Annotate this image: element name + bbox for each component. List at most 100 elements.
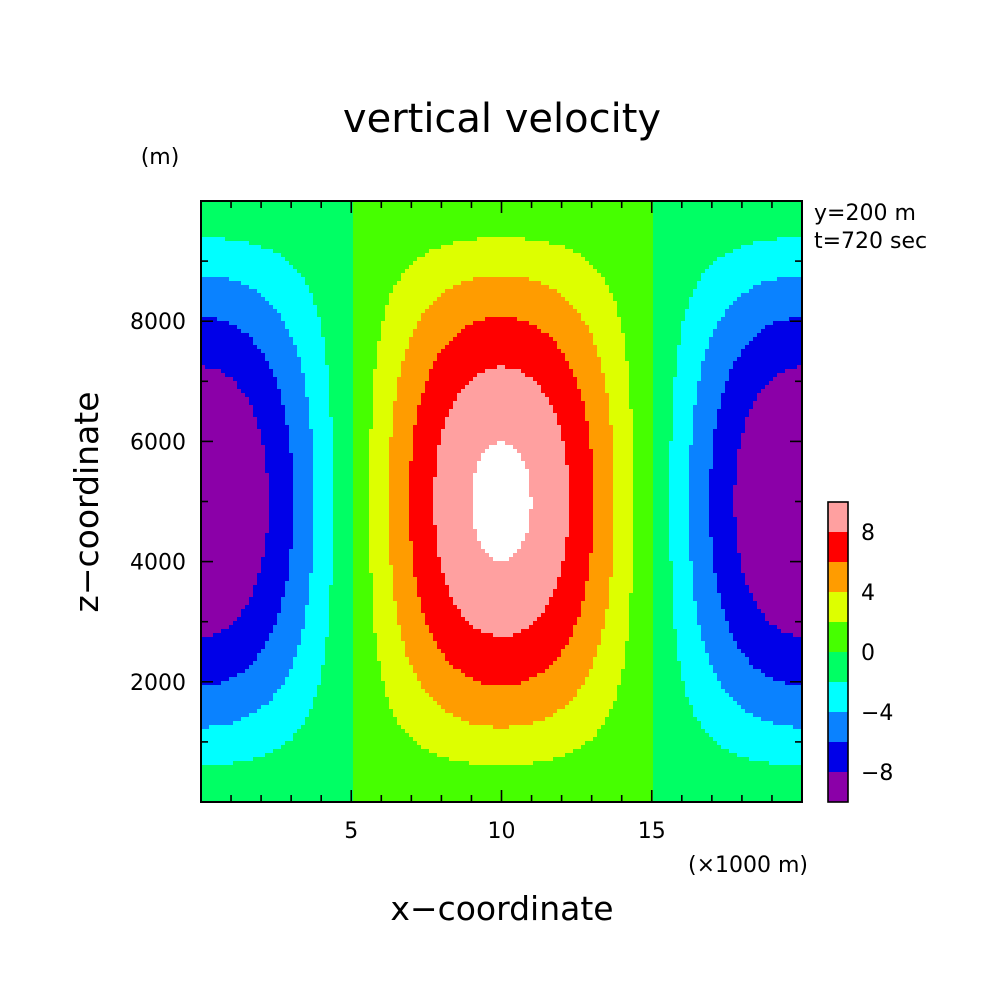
contour-cell bbox=[549, 205, 554, 210]
contour-cell bbox=[621, 309, 626, 314]
contour-cell bbox=[457, 245, 462, 250]
contour-cell bbox=[749, 289, 754, 294]
contour-cell bbox=[413, 209, 418, 214]
contour-cell bbox=[557, 253, 562, 258]
contour-cell bbox=[737, 301, 742, 306]
contour-cell bbox=[613, 293, 618, 298]
contour-cell bbox=[789, 305, 794, 310]
contour-cell bbox=[349, 285, 354, 290]
contour-cell bbox=[521, 257, 526, 262]
contour-cell bbox=[493, 293, 498, 298]
contour-cell bbox=[481, 269, 486, 274]
contour-cell bbox=[289, 229, 294, 234]
contour-cell bbox=[365, 225, 370, 230]
contour-cell bbox=[477, 309, 482, 314]
contour-cell bbox=[693, 245, 698, 250]
contour-cell bbox=[509, 233, 514, 238]
contour-cell bbox=[605, 313, 610, 318]
contour-cell bbox=[301, 285, 306, 290]
contour-cell bbox=[673, 225, 678, 230]
contour-cell bbox=[741, 257, 746, 262]
contour-cell bbox=[245, 317, 250, 322]
contour-cell bbox=[473, 277, 478, 282]
contour-cell bbox=[637, 301, 642, 306]
contour-cell bbox=[581, 241, 586, 246]
contour-cell bbox=[781, 245, 786, 250]
contour-cell bbox=[293, 221, 298, 226]
contour-cell bbox=[317, 261, 322, 266]
contour-cell bbox=[257, 281, 262, 286]
contour-cell bbox=[205, 213, 210, 218]
contour-cell bbox=[229, 305, 234, 310]
contour-cell bbox=[333, 221, 338, 226]
contour-cell bbox=[753, 229, 758, 234]
contour-cell bbox=[777, 261, 782, 266]
contour-cell bbox=[333, 301, 338, 306]
contour-cell bbox=[497, 317, 502, 322]
contour-cell bbox=[741, 253, 746, 258]
contour-cell bbox=[381, 289, 386, 294]
contour-cell bbox=[265, 265, 270, 270]
contour-cell bbox=[641, 213, 646, 218]
contour-cell bbox=[337, 229, 342, 234]
contour-cell bbox=[353, 301, 358, 306]
contour-cell bbox=[569, 285, 574, 290]
contour-cell bbox=[337, 205, 342, 210]
contour-cell bbox=[761, 277, 766, 282]
contour-cell bbox=[233, 333, 238, 338]
contour-cell bbox=[421, 249, 426, 254]
contour-cell bbox=[269, 281, 274, 286]
contour-cell bbox=[777, 241, 782, 246]
contour-cell bbox=[413, 289, 418, 294]
contour-cell bbox=[301, 225, 306, 230]
contour-cell bbox=[617, 241, 622, 246]
contour-cell bbox=[333, 305, 338, 310]
contour-cell bbox=[285, 277, 290, 282]
contour-cell bbox=[757, 313, 762, 318]
contour-cell bbox=[621, 225, 626, 230]
contour-cell bbox=[357, 301, 362, 306]
chart-title: vertical velocity bbox=[343, 96, 661, 142]
contour-cell bbox=[705, 293, 710, 298]
contour-cell bbox=[265, 213, 270, 218]
contour-cell bbox=[361, 241, 366, 246]
contour-cell bbox=[257, 309, 262, 314]
contour-cell bbox=[445, 297, 450, 302]
contour-cell bbox=[281, 229, 286, 234]
contour-cell bbox=[269, 249, 274, 254]
contour-cell bbox=[225, 281, 230, 286]
contour-cell bbox=[541, 325, 546, 330]
contour-cell bbox=[509, 301, 514, 306]
contour-cell bbox=[637, 269, 642, 274]
contour-cell bbox=[317, 265, 322, 270]
contour-cell bbox=[285, 305, 290, 310]
contour-cell bbox=[509, 285, 514, 290]
contour-cell bbox=[653, 225, 658, 230]
contour-cell bbox=[785, 253, 790, 258]
contour-cell bbox=[553, 265, 558, 270]
contour-cell bbox=[353, 297, 358, 302]
contour-cell bbox=[309, 233, 314, 238]
contour-cell bbox=[285, 221, 290, 226]
contour-cell bbox=[345, 329, 350, 334]
contour-cell bbox=[725, 245, 730, 250]
contour-cell bbox=[697, 241, 702, 246]
contour-cell bbox=[301, 261, 306, 266]
contour-cell bbox=[685, 321, 690, 326]
contour-cell bbox=[257, 305, 262, 310]
contour-cell bbox=[561, 249, 566, 254]
contour-cell bbox=[705, 329, 710, 334]
contour-cell bbox=[221, 261, 226, 266]
contour-cell bbox=[777, 325, 782, 330]
contour-cell bbox=[681, 301, 686, 306]
contour-cell bbox=[769, 249, 774, 254]
contour-cell bbox=[437, 309, 442, 314]
contour-cell bbox=[329, 233, 334, 238]
contour-cell bbox=[445, 313, 450, 318]
contour-cell bbox=[773, 301, 778, 306]
contour-cell bbox=[269, 329, 274, 334]
contour-cell bbox=[213, 297, 218, 302]
contour-cell bbox=[317, 321, 322, 326]
contour-cell bbox=[277, 313, 282, 318]
contour-cell bbox=[789, 245, 794, 250]
